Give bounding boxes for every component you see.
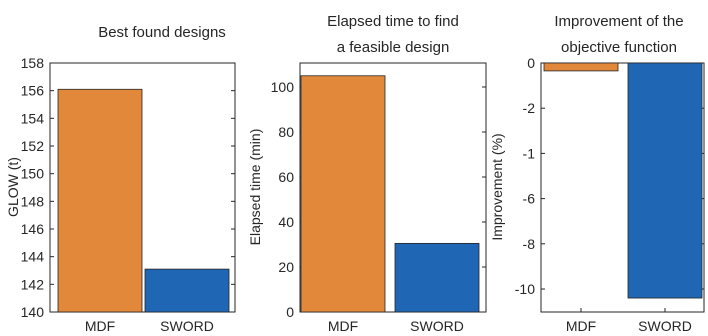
y-tick-label: 60 xyxy=(278,169,294,185)
y-tick-label: 146 xyxy=(21,221,45,237)
panel-1-title-line-1: Best found designs xyxy=(98,24,226,41)
y-tick-label: -1 xyxy=(523,145,536,161)
panel-2-axes-frame xyxy=(299,62,487,313)
panel-2-title-line-2: a feasible design xyxy=(337,39,450,56)
panel-3-x-tick-sword: SWORD xyxy=(638,318,692,334)
y-tick-label: 40 xyxy=(278,214,294,230)
y-tick-label: 0 xyxy=(527,55,535,71)
panel-2-y-ticks: 0 20 40 60 80 100 xyxy=(271,79,486,320)
y-tick-label: -8 xyxy=(523,236,536,252)
y-tick-label: 142 xyxy=(21,276,45,292)
y-tick-label: 148 xyxy=(21,193,45,209)
y-tick-label: 150 xyxy=(21,166,45,182)
panel-2-x-tick-mdf: MDF xyxy=(328,318,358,334)
panel-3-title-line-1: Improvement of the xyxy=(554,13,683,30)
y-tick-label: -6 xyxy=(523,191,536,207)
bar-sword xyxy=(394,242,480,313)
panel-3-title-line-2: objective function xyxy=(561,39,677,56)
y-tick-label: -10 xyxy=(515,281,535,297)
bar-mdf xyxy=(543,62,619,72)
panel-1-bars xyxy=(57,88,230,313)
panel-2-x-tick-sword: SWORD xyxy=(410,318,464,334)
y-tick-label: 140 xyxy=(21,304,45,320)
panel-3-axes-frame xyxy=(540,62,705,313)
y-tick-label: 80 xyxy=(278,124,294,140)
y-tick-label: -2 xyxy=(523,100,536,116)
panel-3-y-ticks: 0 -2 -1 -6 -8 -10 xyxy=(515,55,704,312)
panel-2-title-line-1: Elapsed time to find xyxy=(327,13,459,30)
panel-elapsed-time: Elapsed time to find a feasible design 0… xyxy=(247,13,487,334)
panel-2-y-axis-label: Elapsed time (min) xyxy=(247,129,263,246)
panel-1-y-ticks: 140 142 144 146 148 150 152 154 156 158 xyxy=(21,55,235,320)
panel-best-found-designs: Best found designs 140 142 144 146 148 150 152… xyxy=(5,24,236,334)
y-tick-label: 152 xyxy=(21,138,45,154)
bar-sword xyxy=(144,268,230,313)
y-tick-label: 100 xyxy=(271,79,295,95)
bar-mdf xyxy=(57,88,143,313)
panel-improvement: Improvement of the objective function 0 -… xyxy=(489,13,705,334)
panel-1-x-tick-sword: SWORD xyxy=(160,318,214,334)
y-tick-label: 158 xyxy=(21,55,45,71)
panel-3-x-tick-mdf: MDF xyxy=(566,318,596,334)
y-tick-label: 20 xyxy=(278,259,294,275)
panel-1-y-axis-label: GLOW (t) xyxy=(5,157,21,217)
panel-1-x-tick-mdf: MDF xyxy=(85,318,115,334)
y-tick-label: 0 xyxy=(286,304,294,320)
panel-2-bars xyxy=(300,75,480,313)
panel-3-bars xyxy=(543,62,703,299)
panel-3-y-axis-label: Improvement (%) xyxy=(489,133,505,240)
bar-sword xyxy=(627,62,703,299)
y-tick-label: 156 xyxy=(21,83,45,99)
bar-mdf xyxy=(300,75,386,313)
y-tick-label: 144 xyxy=(21,249,45,265)
panel-1-axes-frame xyxy=(49,62,236,313)
y-tick-label: 154 xyxy=(21,110,45,126)
